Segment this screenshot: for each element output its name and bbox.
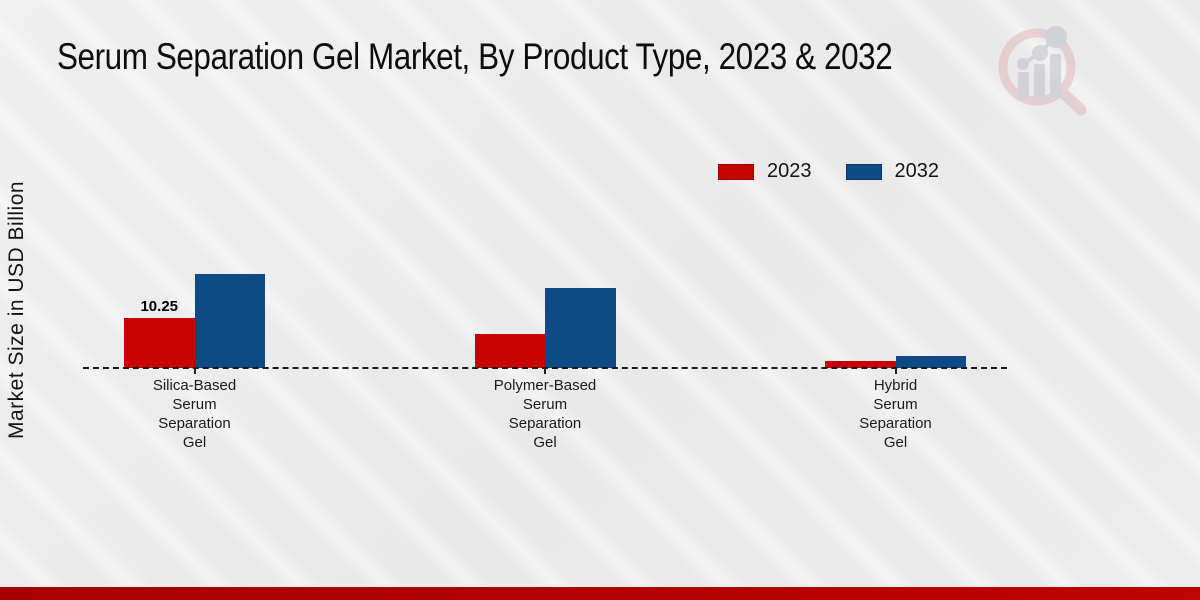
- x-axis-tick: [193, 368, 196, 374]
- legend-label-2023: 2023: [767, 160, 812, 182]
- magnifier-bar-chart-logo-icon: [998, 26, 1087, 116]
- x-axis-tick: [544, 368, 546, 374]
- bar-2023-0: [124, 318, 195, 368]
- bar-2032-0: [194, 274, 265, 368]
- bar-2032-2: [895, 356, 966, 368]
- bar-value-label: 10.25: [140, 298, 179, 315]
- legend: 2023 2032: [718, 160, 939, 183]
- legend-swatch-2032: [845, 163, 882, 180]
- legend-swatch-2023: [718, 163, 754, 180]
- x-axis-tick: [894, 368, 897, 374]
- bar-2032-1: [545, 288, 616, 368]
- category-label-0: Silica-Based Serum Separation Gel: [152, 377, 237, 451]
- bar-2023-1: [474, 334, 545, 368]
- chart-title: Serum Separation Gel Market, By Product …: [57, 36, 893, 77]
- legend-label-2032: 2032: [894, 160, 940, 182]
- category-label-2: Hybrid Serum Separation Gel: [859, 377, 932, 451]
- legend-item-2032: 2032: [845, 160, 940, 183]
- footer-accent-bar: [0, 587, 1200, 600]
- bar-2023-2: [825, 361, 896, 368]
- legend-item-2023: 2023: [718, 160, 812, 183]
- category-label-1: Polymer-Based Serum Separation Gel: [493, 377, 597, 451]
